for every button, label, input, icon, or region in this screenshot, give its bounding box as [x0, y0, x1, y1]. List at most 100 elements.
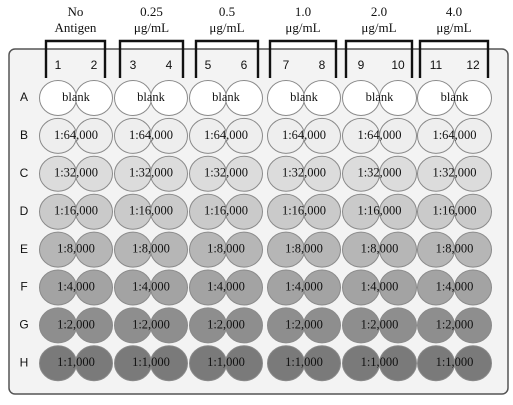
- well: [303, 269, 341, 306]
- group-header-line1: 4.0: [446, 4, 462, 19]
- group-bracket: [44, 39, 107, 78]
- column-number: 1: [55, 58, 62, 72]
- column-number: 12: [466, 58, 480, 72]
- well-dilution-label: 1:8,000: [207, 241, 245, 255]
- well-dilution-label: 1:4,000: [132, 279, 170, 293]
- well: [303, 193, 341, 230]
- group-header-line2: μg/mL: [209, 20, 244, 35]
- row-letter: B: [20, 128, 28, 142]
- well-dilution-label: 1:4,000: [361, 279, 399, 293]
- well-dilution-label: 1:8,000: [436, 241, 474, 255]
- well: [379, 269, 417, 306]
- well: [225, 345, 263, 382]
- well: [150, 345, 188, 382]
- column-number: 5: [205, 58, 212, 72]
- well: [454, 345, 492, 382]
- group-header-line1: 1.0: [295, 4, 311, 19]
- well-dilution-label: blank: [62, 90, 91, 104]
- well: [379, 117, 417, 154]
- group-header-line2: μg/mL: [436, 20, 471, 35]
- column-number: 4: [166, 58, 173, 72]
- well: [303, 231, 341, 268]
- well: [454, 231, 492, 268]
- group-header-line2: μg/mL: [361, 20, 396, 35]
- well-dilution-label: 1:16,000: [204, 204, 248, 218]
- well: [75, 80, 113, 116]
- group-bracket: [268, 39, 338, 78]
- well-dilution-label: 1:4,000: [436, 279, 474, 293]
- row-letter: H: [20, 355, 29, 369]
- well: [225, 80, 263, 116]
- well: [150, 307, 188, 344]
- group-header-line1: No: [68, 4, 84, 19]
- group-bracket: [418, 39, 490, 78]
- well: [225, 269, 263, 306]
- well-dilution-label: 1:32,000: [282, 166, 326, 180]
- group-header-line2: Antigen: [55, 20, 97, 35]
- well-dilution-label: 1:16,000: [129, 204, 173, 218]
- well: [150, 155, 188, 192]
- well-dilution-label: 1:64,000: [432, 128, 476, 142]
- row-letter: F: [20, 280, 27, 294]
- group-header-line2: μg/mL: [134, 20, 169, 35]
- well-dilution-label: 1:4,000: [57, 279, 95, 293]
- well-dilution-label: 1:16,000: [54, 204, 98, 218]
- well-dilution-label: 1:1,000: [436, 355, 474, 369]
- column-number: 7: [283, 58, 290, 72]
- well: [150, 117, 188, 154]
- well: [75, 117, 113, 154]
- well-dilution-label: 1:16,000: [432, 204, 476, 218]
- well-dilution-label: 1:64,000: [204, 128, 248, 142]
- well-dilution-label: 1:8,000: [361, 241, 399, 255]
- well: [75, 231, 113, 268]
- well: [454, 307, 492, 344]
- well: [150, 231, 188, 268]
- well-dilution-label: 1:32,000: [129, 166, 173, 180]
- group-bracket: [118, 39, 185, 78]
- well: [379, 80, 417, 116]
- group-header-line1: 2.0: [371, 4, 387, 19]
- well: [454, 117, 492, 154]
- well: [454, 269, 492, 306]
- well-dilution-label: 1:2,000: [285, 317, 323, 331]
- row-letter: E: [20, 242, 28, 256]
- well: [454, 155, 492, 192]
- well: [75, 307, 113, 344]
- well-dilution-label: 1:1,000: [132, 355, 170, 369]
- well: [150, 80, 188, 116]
- well: [150, 269, 188, 306]
- well-dilution-label: 1:32,000: [204, 166, 248, 180]
- well-dilution-label: 1:32,000: [54, 166, 98, 180]
- well-dilution-label: 1:1,000: [285, 355, 323, 369]
- well: [75, 269, 113, 306]
- row-letter: C: [20, 166, 29, 180]
- well: [150, 193, 188, 230]
- well: [303, 307, 341, 344]
- group-bracket: [344, 39, 414, 78]
- well-dilution-label: 1:16,000: [282, 204, 326, 218]
- well-dilution-label: 1:8,000: [57, 241, 95, 255]
- well: [75, 345, 113, 382]
- column-number: 10: [391, 58, 405, 72]
- well-dilution-label: 1:2,000: [57, 317, 95, 331]
- well-dilution-label: 1:1,000: [361, 355, 399, 369]
- group-header-line1: 0.5: [219, 4, 235, 19]
- well-dilution-label: 1:2,000: [207, 317, 245, 331]
- well-dilution-label: 1:2,000: [436, 317, 474, 331]
- column-number: 2: [91, 58, 98, 72]
- well: [379, 345, 417, 382]
- well-dilution-label: 1:64,000: [282, 128, 326, 142]
- well-dilution-label: 1:2,000: [361, 317, 399, 331]
- well: [225, 193, 263, 230]
- well: [225, 117, 263, 154]
- well: [225, 307, 263, 344]
- well-dilution-label: blank: [212, 90, 241, 104]
- row-letter: G: [19, 318, 28, 332]
- well-dilution-label: 1:4,000: [285, 279, 323, 293]
- well-dilution-label: 1:32,000: [432, 166, 476, 180]
- well-dilution-label: 1:64,000: [357, 128, 401, 142]
- column-number: 6: [241, 58, 248, 72]
- row-letter: D: [20, 204, 29, 218]
- well: [454, 193, 492, 230]
- well-dilution-label: 1:1,000: [207, 355, 245, 369]
